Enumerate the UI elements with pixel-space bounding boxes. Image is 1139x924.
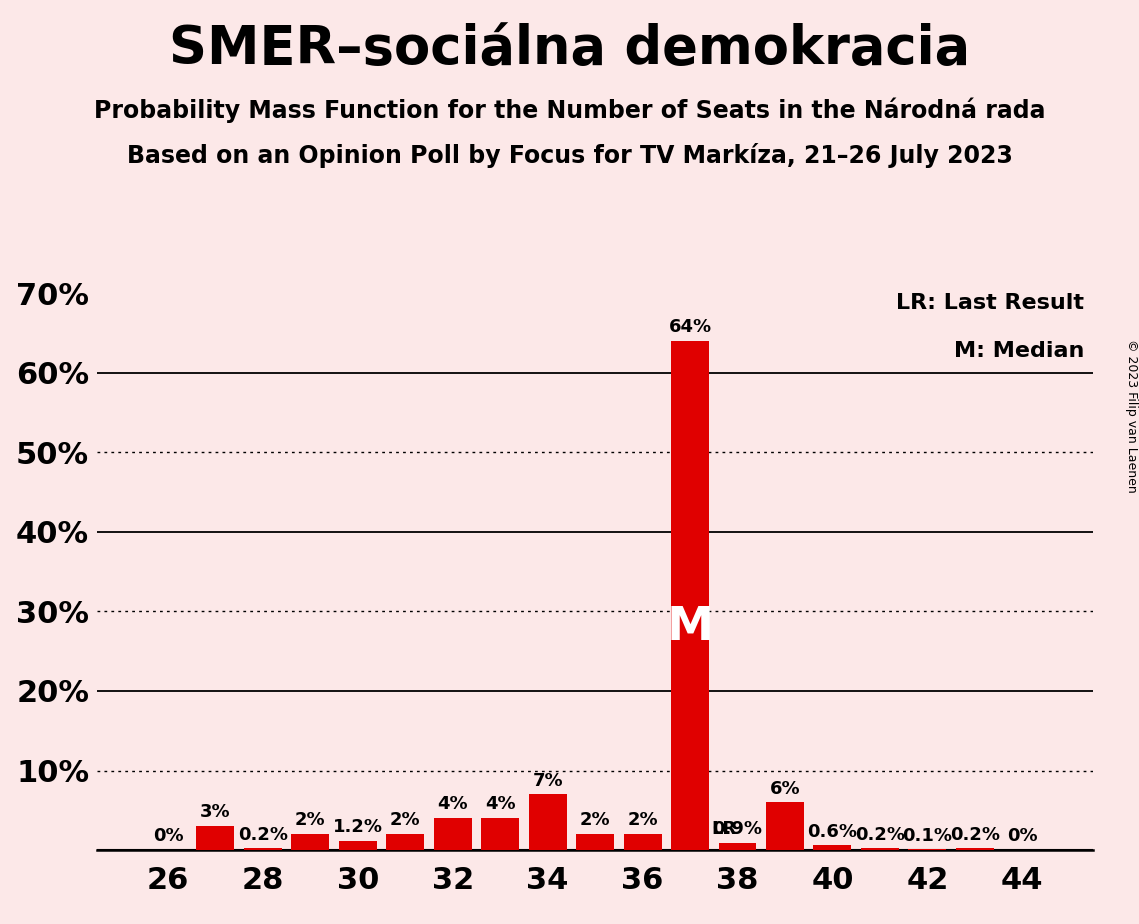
- Text: 2%: 2%: [628, 811, 658, 830]
- Text: © 2023 Filip van Laenen: © 2023 Filip van Laenen: [1124, 339, 1138, 492]
- Bar: [719, 843, 756, 850]
- Bar: [386, 834, 425, 850]
- Text: 0.9%: 0.9%: [713, 821, 762, 838]
- Text: 2%: 2%: [580, 811, 611, 830]
- Text: 0.2%: 0.2%: [855, 826, 904, 844]
- Bar: [292, 834, 329, 850]
- Text: 3%: 3%: [200, 804, 231, 821]
- Bar: [244, 848, 282, 850]
- Text: M: M: [666, 605, 713, 650]
- Text: 64%: 64%: [669, 318, 712, 336]
- Text: 2%: 2%: [390, 811, 420, 830]
- Text: SMER–sociálna demokracia: SMER–sociálna demokracia: [169, 23, 970, 75]
- Bar: [528, 795, 567, 850]
- Text: 7%: 7%: [532, 772, 563, 790]
- Bar: [576, 834, 614, 850]
- Bar: [671, 341, 710, 850]
- Text: 0.1%: 0.1%: [902, 826, 952, 845]
- Text: 0%: 0%: [153, 827, 183, 845]
- Bar: [339, 841, 377, 850]
- Bar: [813, 845, 852, 850]
- Text: 4%: 4%: [485, 796, 516, 813]
- Bar: [197, 826, 235, 850]
- Text: 2%: 2%: [295, 811, 326, 830]
- Bar: [624, 834, 662, 850]
- Text: 6%: 6%: [770, 780, 801, 797]
- Text: LR: LR: [712, 821, 737, 838]
- Text: Probability Mass Function for the Number of Seats in the Národná rada: Probability Mass Function for the Number…: [93, 97, 1046, 123]
- Text: 4%: 4%: [437, 796, 468, 813]
- Bar: [861, 848, 899, 850]
- Text: 1.2%: 1.2%: [333, 818, 383, 835]
- Text: 0.6%: 0.6%: [808, 822, 858, 841]
- Text: LR: Last Result: LR: Last Result: [896, 293, 1084, 313]
- Bar: [767, 802, 804, 850]
- Text: 0.2%: 0.2%: [238, 826, 288, 844]
- Text: 0.2%: 0.2%: [950, 826, 1000, 844]
- Bar: [434, 819, 472, 850]
- Bar: [482, 819, 519, 850]
- Text: 0%: 0%: [1007, 827, 1038, 845]
- Text: M: Median: M: Median: [953, 341, 1084, 361]
- Text: Based on an Opinion Poll by Focus for TV Markíza, 21–26 July 2023: Based on an Opinion Poll by Focus for TV…: [126, 143, 1013, 168]
- Bar: [956, 848, 994, 850]
